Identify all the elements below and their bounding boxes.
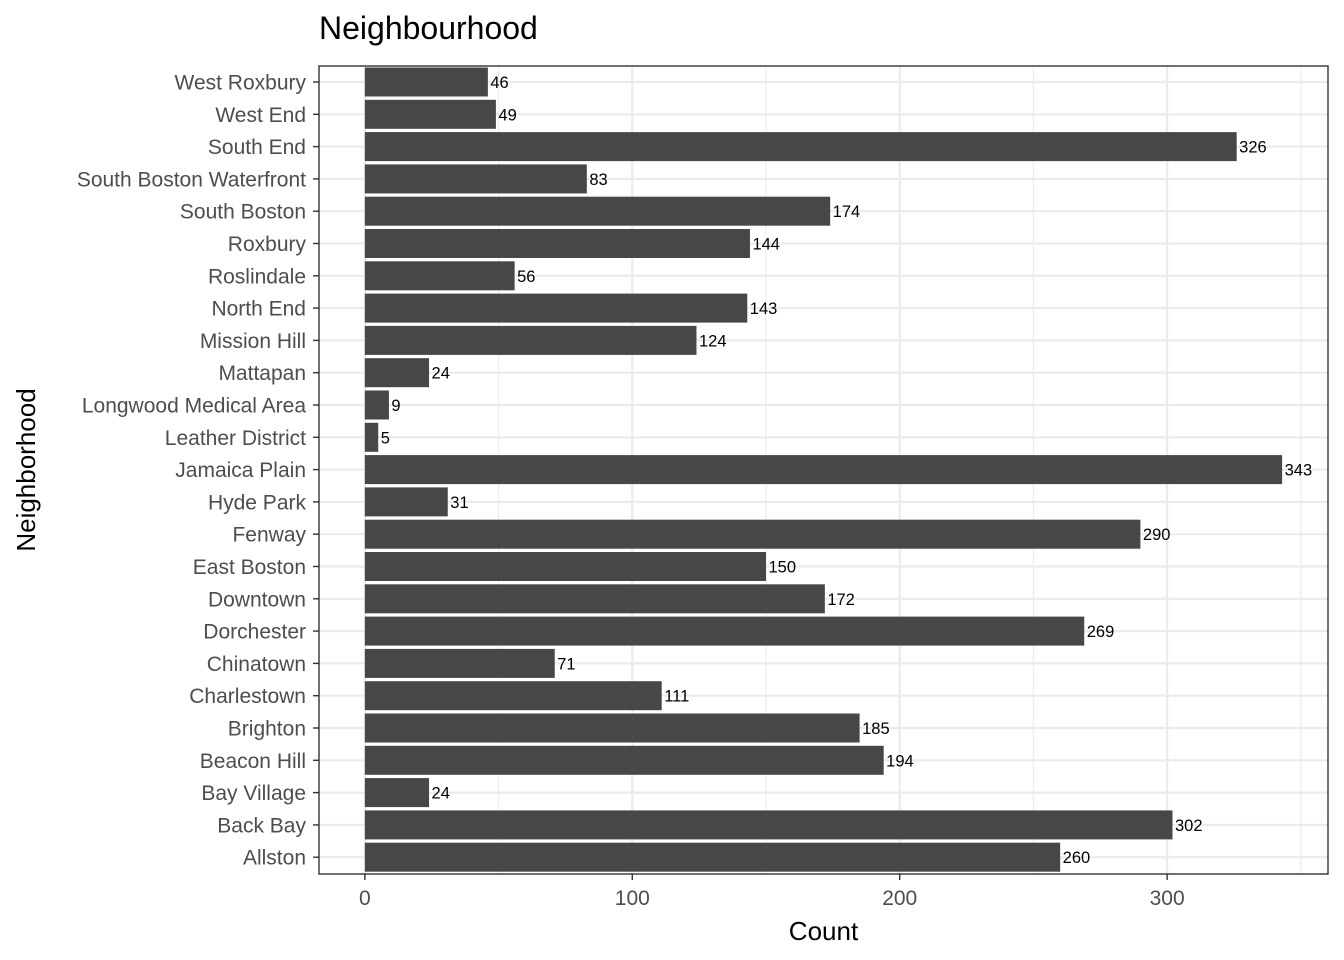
bar <box>364 67 488 97</box>
y-tick-label: Fenway <box>232 524 306 547</box>
y-axis-title: Neighborhood <box>11 388 41 551</box>
y-tick-label: Longwood Medical Area <box>82 395 306 418</box>
data-label: 5 <box>381 429 390 447</box>
y-tick-label: Brighton <box>228 718 306 741</box>
y-tick-label: West End <box>215 104 306 127</box>
y-tick-label: Back Bay <box>217 814 306 837</box>
data-labels-group: 46 49 326 83 174 144 56 143 124 24 95 343 31 290 150 17… <box>381 74 1312 867</box>
data-label: 143 <box>750 300 778 318</box>
bar <box>364 778 430 808</box>
y-tick-label: Mattapan <box>218 362 306 385</box>
y-tick-label: Jamaica Plain <box>175 459 306 482</box>
y-tick-label: South Boston Waterfront <box>77 168 306 191</box>
bar <box>364 519 1141 549</box>
bar <box>364 681 662 711</box>
bar <box>364 132 1237 162</box>
data-label: 260 <box>1063 849 1091 867</box>
data-label: 194 <box>886 752 914 770</box>
bar <box>364 99 496 129</box>
bar <box>364 584 825 614</box>
data-label: 290 <box>1143 526 1171 544</box>
bar <box>364 455 1283 485</box>
y-axis: West Roxbury West End South End South Bosto… <box>77 72 319 870</box>
bar <box>364 358 430 388</box>
bar <box>364 648 555 678</box>
data-label: 31 <box>450 494 468 512</box>
y-tick-label: Roxbury <box>228 233 307 256</box>
data-label: 49 <box>498 106 516 124</box>
data-label: 343 <box>1285 462 1313 480</box>
data-label: 56 <box>517 268 535 286</box>
y-tick-label: Allston <box>243 847 306 870</box>
x-axis-title: Count <box>789 916 859 946</box>
y-tick-label: North End <box>211 298 306 321</box>
y-tick-label: Charlestown <box>189 685 306 708</box>
bars-group <box>364 67 1283 872</box>
x-axis: 0 100 200 300 <box>359 874 1185 910</box>
y-tick-label: Chinatown <box>207 653 306 676</box>
y-tick-label: East Boston <box>193 556 306 579</box>
bar <box>364 164 587 194</box>
bar <box>364 196 831 226</box>
data-label: 83 <box>589 171 607 189</box>
y-tick-label: Bay Village <box>201 782 306 805</box>
chart-title: Neighbourhood <box>319 10 538 46</box>
data-label: 46 <box>490 74 508 92</box>
bar <box>364 713 860 743</box>
bar <box>364 229 750 258</box>
data-label: 174 <box>833 203 861 221</box>
data-label: 111 <box>664 688 689 706</box>
data-label: 124 <box>699 332 727 350</box>
y-tick-label: Leather District <box>165 427 306 450</box>
bar <box>364 293 748 323</box>
bar <box>364 390 389 420</box>
y-tick-label: Beacon Hill <box>200 750 306 773</box>
bar <box>364 745 884 775</box>
data-label: 185 <box>862 720 890 738</box>
data-label: 24 <box>432 365 450 383</box>
bar <box>364 422 379 452</box>
y-tick-label: Dorchester <box>203 621 306 644</box>
x-tick-label: 300 <box>1150 887 1185 910</box>
y-tick-label: South End <box>208 136 306 159</box>
data-label: 269 <box>1087 623 1115 641</box>
data-label: 326 <box>1239 139 1267 157</box>
y-tick-label: West Roxbury <box>175 72 307 95</box>
x-tick-label: 200 <box>882 887 917 910</box>
y-tick-label: Hyde Park <box>208 491 307 514</box>
bar <box>364 616 1085 646</box>
data-label: 172 <box>827 591 855 609</box>
y-tick-label: South Boston <box>180 201 306 224</box>
bar <box>364 325 697 355</box>
bar <box>364 842 1061 872</box>
bar <box>364 552 767 581</box>
data-label: 302 <box>1175 817 1203 835</box>
data-label: 24 <box>432 785 450 803</box>
data-label: 144 <box>752 236 780 254</box>
bar <box>364 487 448 517</box>
data-label: 9 <box>391 397 400 415</box>
bar <box>364 810 1173 840</box>
data-label: 71 <box>557 655 575 673</box>
bar <box>364 261 515 291</box>
y-tick-label: Downtown <box>208 588 306 611</box>
x-tick-label: 100 <box>615 887 650 910</box>
y-tick-label: Mission Hill <box>200 330 306 353</box>
y-tick-label: Roslindale <box>208 265 306 288</box>
data-label: 150 <box>769 559 797 577</box>
x-tick-label: 0 <box>359 887 371 910</box>
